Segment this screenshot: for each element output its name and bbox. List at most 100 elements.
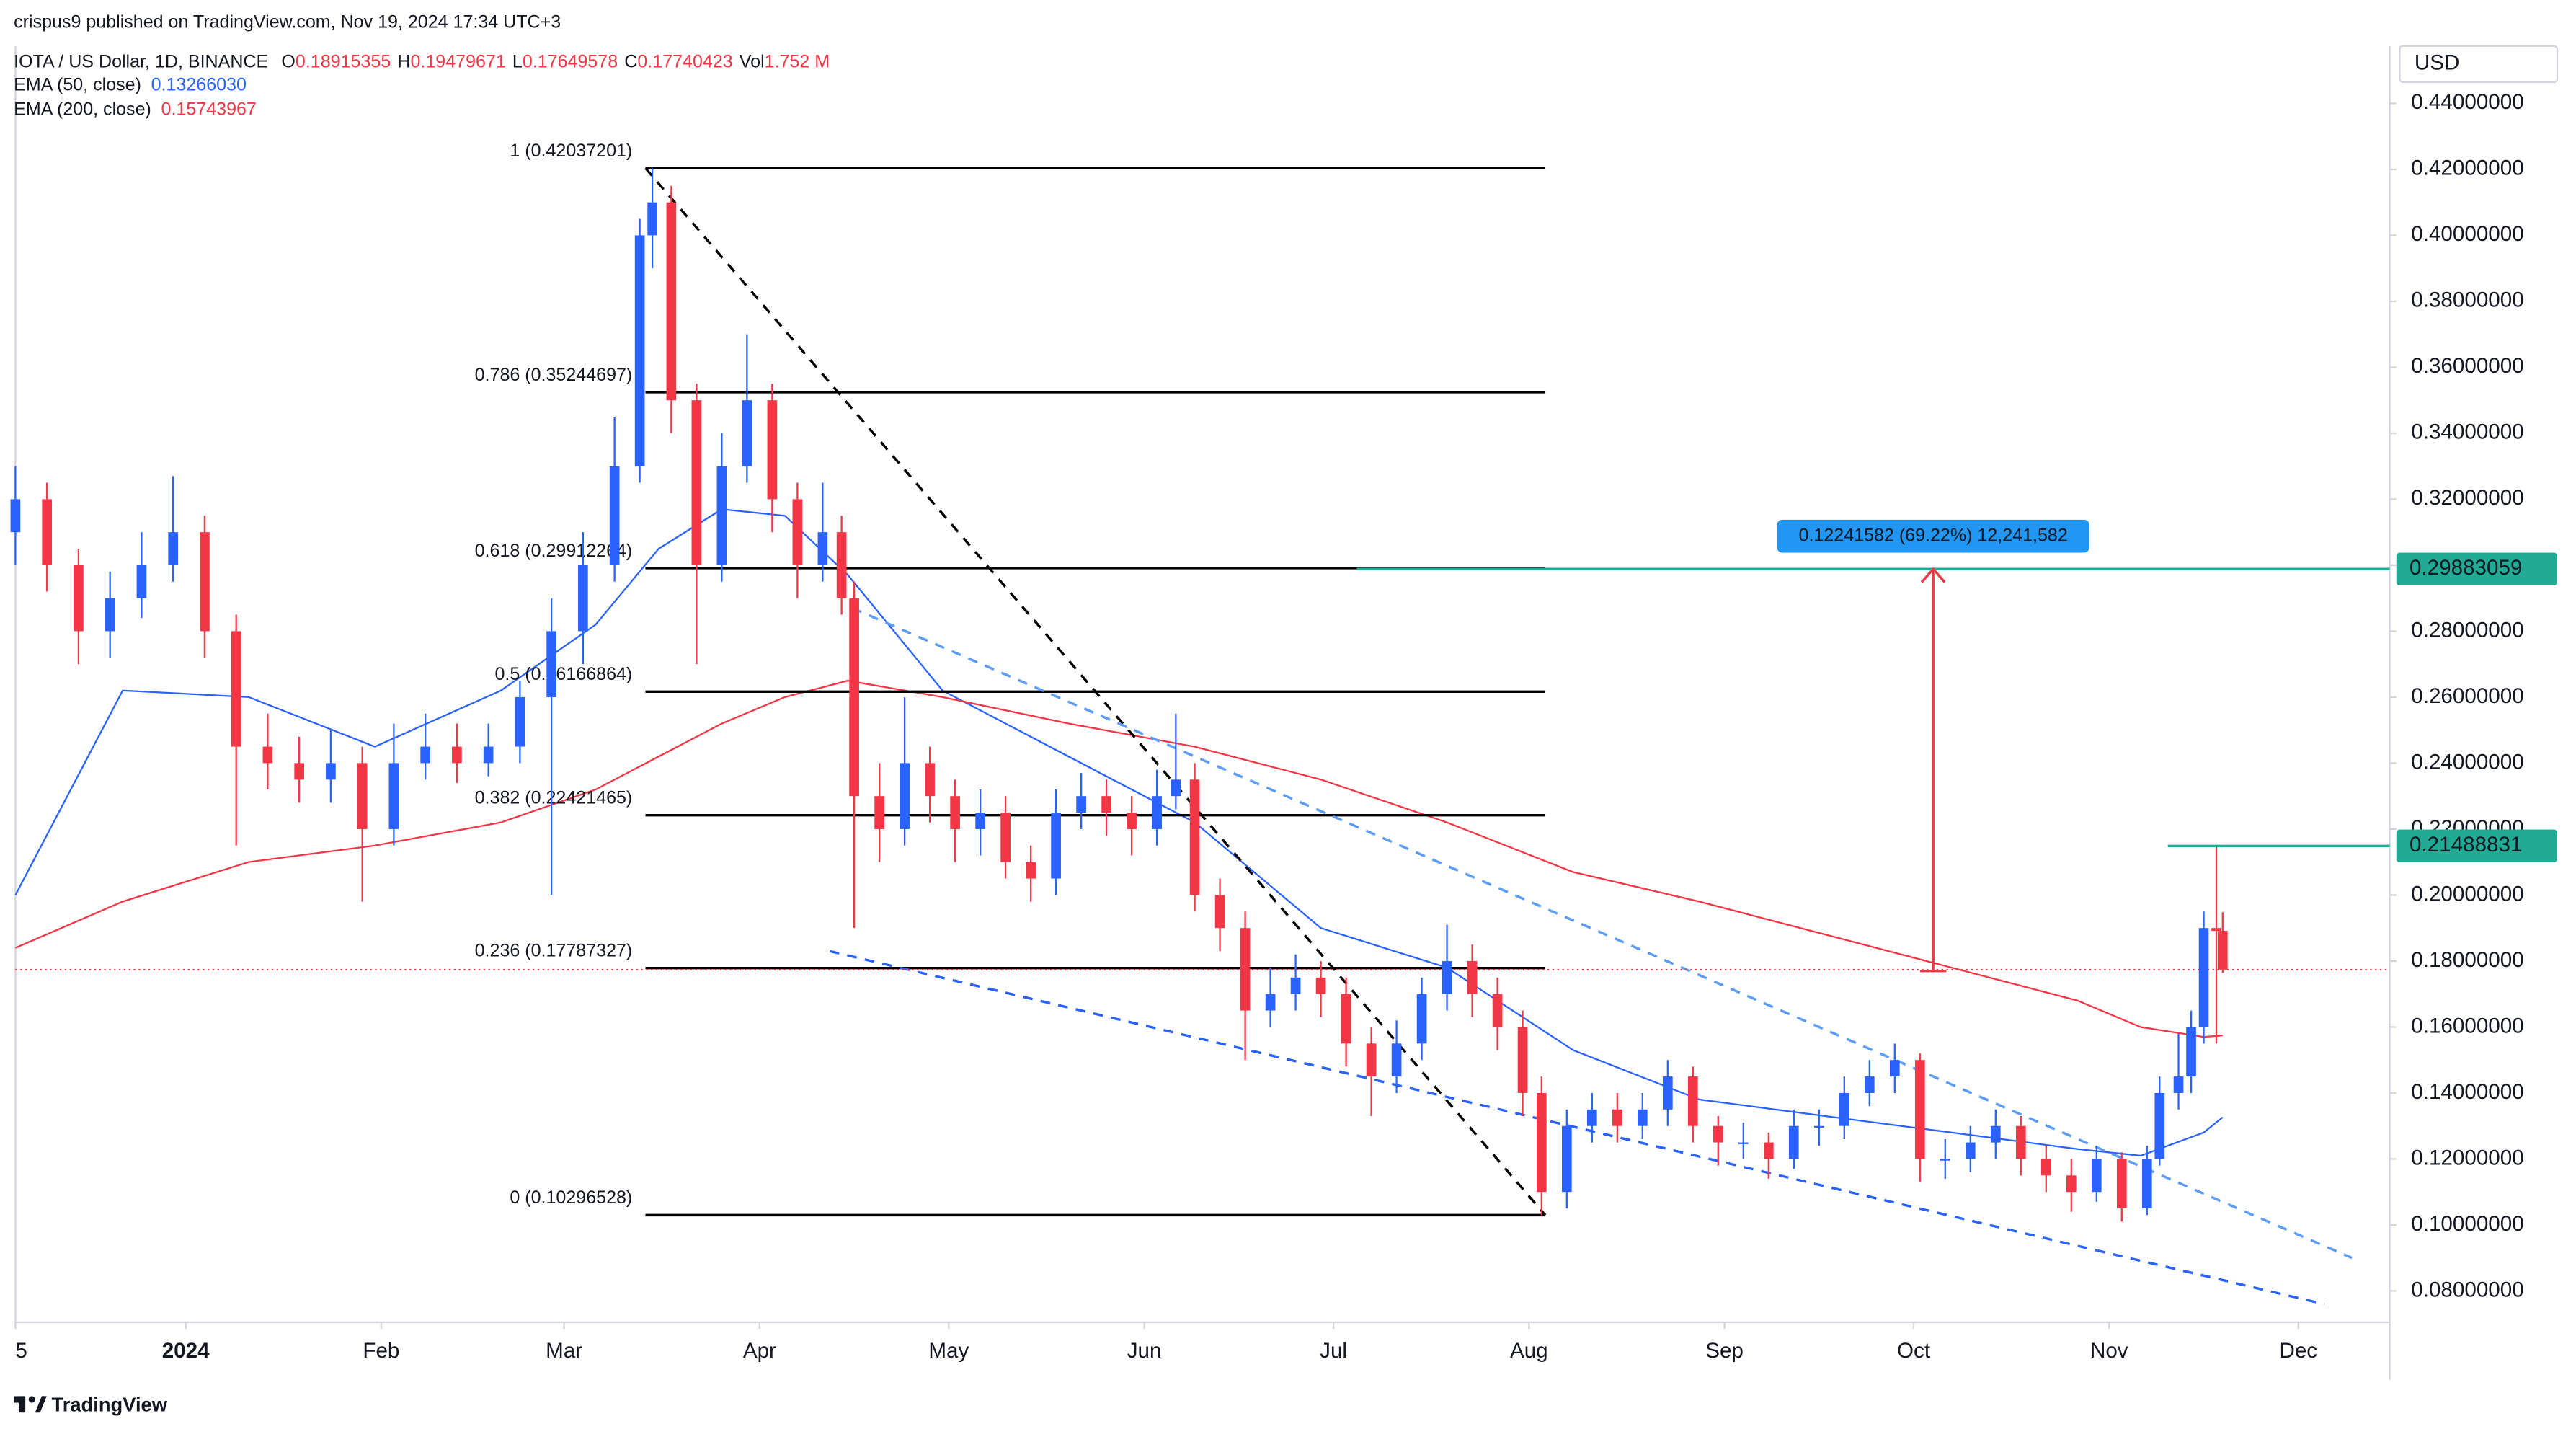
price-label: 0.29883059 bbox=[2410, 556, 2522, 580]
y-tick-label: 0.44000000 bbox=[2411, 90, 2523, 114]
candle-body bbox=[1940, 1159, 1950, 1161]
candle-body bbox=[1189, 779, 1200, 895]
y-tick-label: 0.42000000 bbox=[2411, 156, 2523, 180]
candle-body bbox=[1391, 1043, 1402, 1077]
x-tick-label: Mar bbox=[546, 1339, 582, 1363]
candle-body bbox=[2154, 1092, 2165, 1159]
x-tick-label: 5 bbox=[15, 1339, 27, 1363]
candle-body bbox=[792, 499, 803, 565]
measure-label: 0.12241582 (69.22%) 12,241,582 bbox=[1799, 525, 2068, 545]
candle-body bbox=[1101, 796, 1111, 813]
candle-body bbox=[136, 565, 147, 598]
candle-body bbox=[1265, 994, 1276, 1011]
fib-label: 1 (0.42037201) bbox=[510, 141, 632, 161]
candle-body bbox=[1442, 960, 1452, 994]
legend-value: 1.752 M bbox=[765, 51, 830, 71]
candle-body bbox=[357, 763, 368, 829]
candle-body bbox=[975, 813, 985, 829]
x-tick-label: Jul bbox=[1320, 1339, 1347, 1363]
y-tick-label: 0.40000000 bbox=[2411, 222, 2523, 246]
candle-body bbox=[1026, 862, 1036, 879]
candle-body bbox=[1990, 1125, 2001, 1143]
fib-label: 0.786 (0.35244697) bbox=[475, 365, 633, 385]
candle-body bbox=[1713, 1125, 1723, 1143]
y-tick-label: 0.26000000 bbox=[2411, 684, 2523, 708]
indicator-legend: EMA (200, close) 0.15743967 bbox=[14, 99, 257, 119]
candle-body bbox=[1813, 1125, 1824, 1128]
candle-body bbox=[2066, 1175, 2077, 1193]
x-tick-label: Feb bbox=[363, 1339, 399, 1363]
x-tick-label: Oct bbox=[1897, 1339, 1931, 1363]
y-tick-label: 0.16000000 bbox=[2411, 1014, 2523, 1038]
candle-body bbox=[691, 400, 702, 565]
x-tick-label: Dec bbox=[2279, 1339, 2317, 1363]
indicator-name: EMA (50, close) bbox=[14, 74, 141, 94]
candle-body bbox=[2173, 1076, 2184, 1093]
price-label-box bbox=[2396, 552, 2558, 586]
footer-brand: TradingView bbox=[52, 1393, 168, 1415]
trend-line bbox=[644, 167, 1547, 1216]
currency-label[interactable]: USD bbox=[2415, 51, 2460, 75]
legend-key: L bbox=[512, 51, 523, 71]
candle-body bbox=[1763, 1142, 1774, 1159]
candle-body bbox=[1171, 779, 1181, 797]
candle-body bbox=[1889, 1060, 1900, 1077]
y-tick-label: 0.10000000 bbox=[2411, 1212, 2523, 1236]
candle-body bbox=[388, 763, 399, 829]
currency-box[interactable] bbox=[2399, 45, 2559, 84]
candle-body bbox=[874, 796, 884, 829]
y-tick-label: 0.24000000 bbox=[2411, 750, 2523, 774]
x-tick-label: 2024 bbox=[162, 1339, 210, 1363]
candle-body bbox=[483, 746, 494, 764]
indicator-name: EMA (200, close) bbox=[14, 99, 151, 119]
y-tick-label: 0.08000000 bbox=[2411, 1278, 2523, 1301]
candle-body bbox=[1214, 895, 1225, 929]
candle-body bbox=[1586, 1109, 1597, 1126]
candle-body bbox=[1738, 1142, 1749, 1144]
candle-body bbox=[1864, 1076, 1875, 1093]
candle-body bbox=[262, 746, 273, 764]
candle-body bbox=[1637, 1109, 1648, 1126]
candle-body bbox=[515, 696, 525, 747]
x-tick-label: Apr bbox=[743, 1339, 776, 1363]
y-tick-label: 0.36000000 bbox=[2411, 354, 2523, 378]
candle-body bbox=[1965, 1142, 1976, 1159]
fib-label: 0.618 (0.29912264) bbox=[475, 541, 633, 561]
fib-label: 0.382 (0.22421465) bbox=[475, 787, 633, 808]
trend-line bbox=[851, 606, 2353, 1260]
candle-body bbox=[1051, 813, 1061, 879]
candle-body bbox=[2015, 1125, 2026, 1159]
candle-body bbox=[2211, 928, 2221, 932]
candle-body bbox=[836, 532, 847, 598]
candle-body bbox=[1127, 813, 1137, 829]
candle-body bbox=[742, 400, 752, 466]
y-tick-label: 0.18000000 bbox=[2411, 948, 2523, 972]
measure-label-box bbox=[1777, 519, 2089, 553]
indicator-value: 0.13266030 bbox=[151, 74, 247, 94]
candle-body bbox=[2198, 928, 2209, 1027]
candle-body bbox=[647, 202, 657, 236]
candle-body bbox=[1341, 994, 1351, 1044]
candle-body bbox=[1152, 796, 1162, 829]
candle-body bbox=[578, 565, 588, 632]
fib-label: 0.5 (0.26166864) bbox=[494, 664, 632, 684]
legend-key: Vol bbox=[740, 51, 765, 71]
candle-body bbox=[609, 466, 620, 565]
candle-body bbox=[1076, 796, 1086, 813]
candle-body bbox=[900, 763, 910, 829]
candle-body bbox=[1366, 1043, 1377, 1077]
candle-body bbox=[1517, 1027, 1528, 1093]
candle-body bbox=[74, 565, 84, 632]
candle-body bbox=[452, 746, 462, 764]
candle-body bbox=[2040, 1159, 2051, 1176]
legend-key: O bbox=[281, 51, 295, 71]
x-tick-label: Sep bbox=[1705, 1339, 1744, 1363]
candle-body bbox=[1914, 1060, 1925, 1159]
candle-body bbox=[1662, 1076, 1673, 1110]
publisher-line: crispus9 published on TradingView.com, N… bbox=[14, 12, 561, 32]
candle-body bbox=[200, 532, 210, 632]
fib-label: 0.236 (0.17787327) bbox=[475, 941, 633, 961]
legend-value: 0.17649578 bbox=[523, 51, 618, 71]
